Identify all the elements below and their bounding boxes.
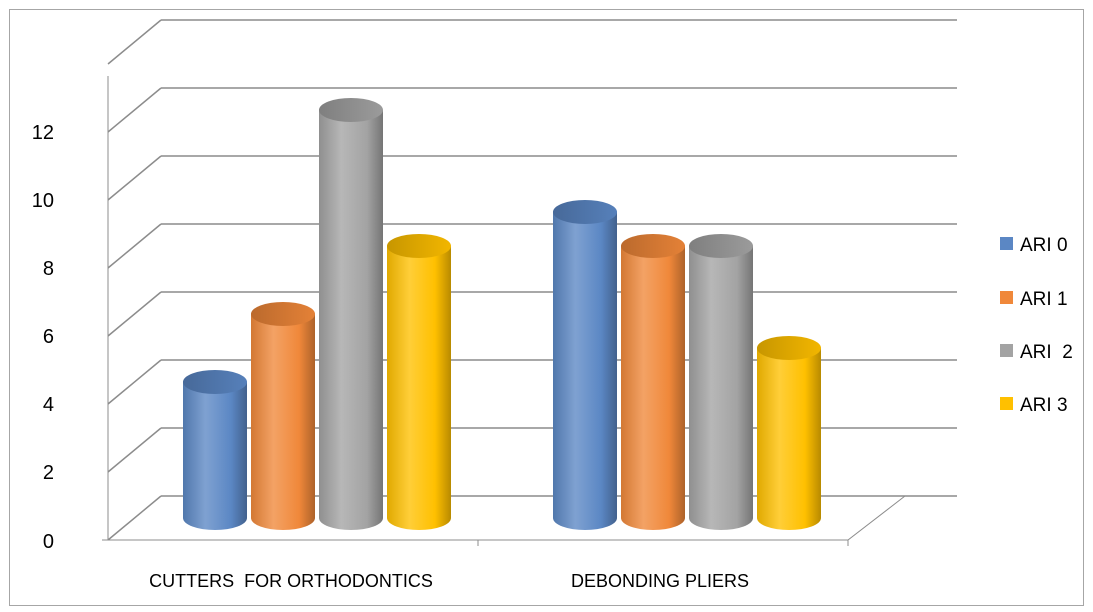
y-tick-label: 4: [43, 394, 54, 416]
legend-swatch: [1000, 397, 1013, 410]
legend-label: ARI 0: [1020, 235, 1068, 256]
bar-body: [757, 348, 821, 530]
legend-label: ARI 2: [1020, 342, 1073, 363]
gridline: [107, 427, 162, 473]
legend-swatch: [1000, 291, 1013, 304]
bar-top: [387, 234, 451, 258]
y-tick-label: 12: [32, 122, 54, 144]
bar-top: [689, 234, 753, 258]
bar: [183, 370, 247, 530]
legend-item: ARI 1: [1000, 289, 1068, 310]
bar-top: [251, 302, 315, 326]
bar-body: [319, 110, 383, 530]
bar: [387, 234, 451, 530]
legend-label: ARI 3: [1020, 395, 1068, 416]
y-tick-label: 0: [43, 531, 54, 553]
bar-body: [621, 246, 685, 530]
y-axis-ticks: 0 2 4 6 8 10 12: [32, 122, 54, 553]
bar: [251, 302, 315, 530]
gridline: [107, 291, 162, 337]
legend-item: ARI 0: [1000, 235, 1068, 256]
gridline: [107, 495, 162, 541]
legend-swatch: [1000, 237, 1013, 250]
gridline: [107, 19, 162, 65]
legend-item: ARI 3: [1000, 395, 1068, 416]
y-tick-label: 8: [43, 258, 54, 280]
bar: [553, 200, 617, 530]
gridline: [107, 87, 162, 133]
gridline: [107, 155, 162, 201]
y-tick-label: 10: [32, 190, 54, 212]
bar-body: [553, 212, 617, 530]
bar-top: [319, 98, 383, 122]
bar: [757, 336, 821, 530]
bar-body: [689, 246, 753, 530]
bar: [689, 234, 753, 530]
bars: [183, 98, 821, 530]
bar-top: [621, 234, 685, 258]
bar: [319, 98, 383, 530]
legend: ARI 0 ARI 1 ARI 2 ARI 3: [1000, 235, 1073, 416]
gridline: [107, 223, 162, 269]
bar: [621, 234, 685, 530]
category-label: DEBONDING PLIERS: [571, 571, 749, 591]
bar-body: [183, 382, 247, 530]
bar-top: [757, 336, 821, 360]
bar-top: [183, 370, 247, 394]
category-label: CUTTERS FOR ORTHODONTICS: [149, 571, 433, 591]
legend-item: ARI 2: [1000, 342, 1073, 363]
legend-label: ARI 1: [1020, 289, 1068, 310]
chart-walls: [102, 76, 906, 546]
gridline: [107, 359, 162, 405]
legend-swatch: [1000, 344, 1013, 357]
bar-body: [387, 246, 451, 530]
category-labels: CUTTERS FOR ORTHODONTICS DEBONDING PLIER…: [149, 571, 749, 591]
bar-top: [553, 200, 617, 224]
bar-body: [251, 314, 315, 530]
y-tick-label: 6: [43, 326, 54, 348]
y-tick-label: 2: [43, 462, 54, 484]
